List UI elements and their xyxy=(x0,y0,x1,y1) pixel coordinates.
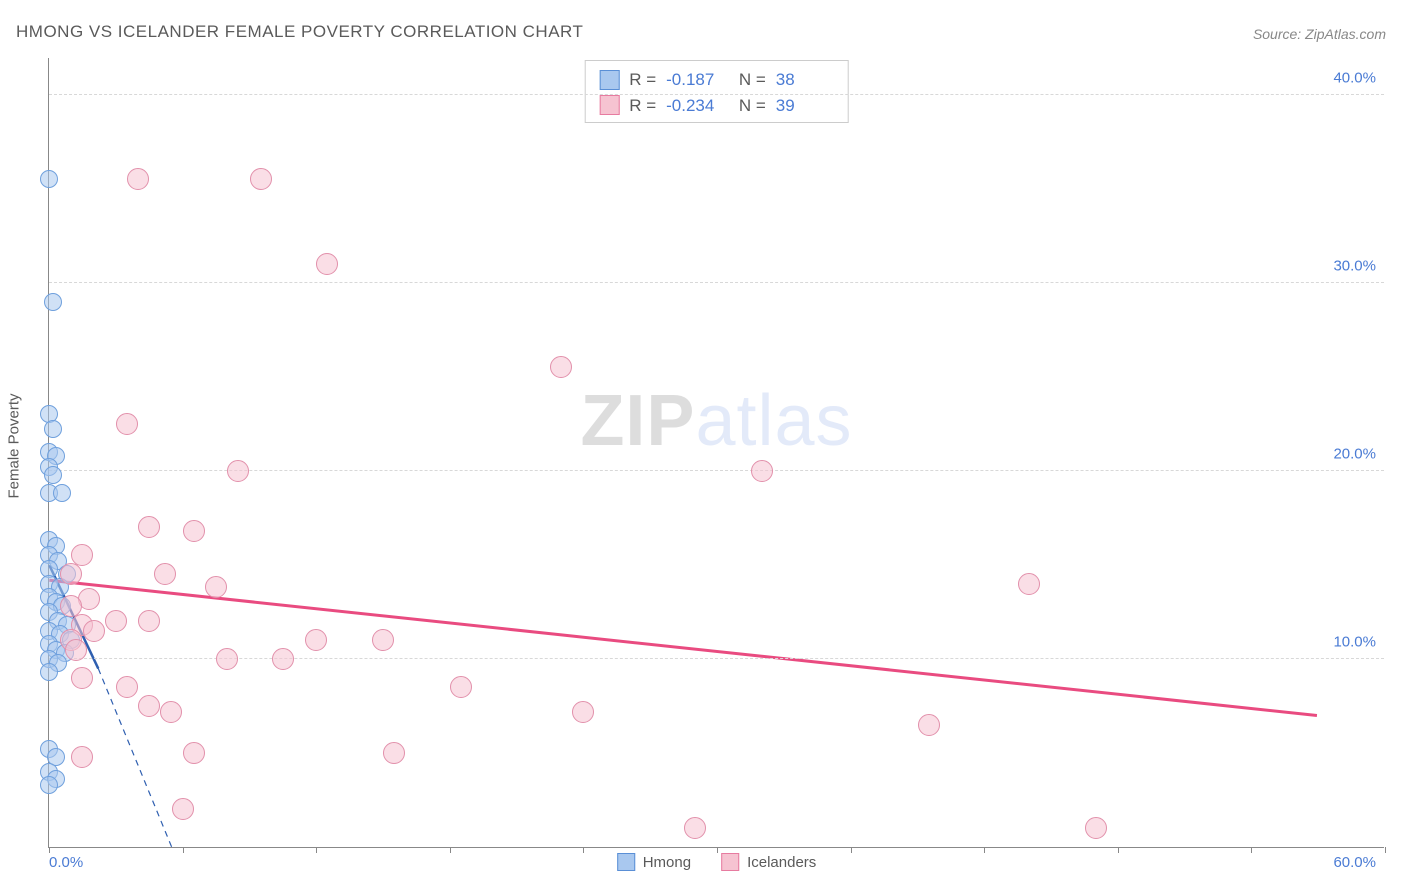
icelanders-point xyxy=(572,701,594,723)
icelanders-point xyxy=(138,695,160,717)
watermark-atlas: atlas xyxy=(695,381,852,461)
x-axis-min-label: 0.0% xyxy=(49,854,83,871)
icelanders-point xyxy=(272,648,294,670)
gridline xyxy=(49,658,1384,659)
icelanders-point xyxy=(684,817,706,839)
stat-n-value: 39 xyxy=(776,93,834,119)
icelanders-point xyxy=(127,168,149,190)
stat-r-label: R = xyxy=(629,93,656,119)
x-tick xyxy=(1385,847,1386,853)
hmong-point xyxy=(40,663,58,681)
icelanders-point xyxy=(138,610,160,632)
icelanders-point xyxy=(383,742,405,764)
legend-label: Hmong xyxy=(643,854,691,871)
icelanders-point xyxy=(1018,573,1040,595)
icelanders-point xyxy=(205,576,227,598)
legend-label: Icelanders xyxy=(747,854,816,871)
gridline xyxy=(49,282,1384,283)
legend-swatch xyxy=(599,95,619,115)
trend-line xyxy=(98,669,171,847)
icelanders-point xyxy=(751,460,773,482)
legend-item: Icelanders xyxy=(721,853,816,871)
icelanders-point xyxy=(305,629,327,651)
stat-r-value: -0.187 xyxy=(666,67,724,93)
icelanders-point xyxy=(172,798,194,820)
stat-n-label: N = xyxy=(734,67,766,93)
y-tick-label: 20.0% xyxy=(1333,445,1376,462)
legend-swatch xyxy=(599,70,619,90)
x-tick xyxy=(1251,847,1252,853)
icelanders-point xyxy=(83,620,105,642)
stats-row: R = -0.187 N = 38 xyxy=(599,67,834,93)
y-tick-label: 40.0% xyxy=(1333,69,1376,86)
stat-r-label: R = xyxy=(629,67,656,93)
icelanders-point xyxy=(227,460,249,482)
y-tick-label: 10.0% xyxy=(1333,633,1376,650)
x-tick xyxy=(1118,847,1119,853)
x-tick xyxy=(316,847,317,853)
watermark-zip: ZIP xyxy=(580,381,695,461)
x-tick xyxy=(851,847,852,853)
hmong-point xyxy=(40,170,58,188)
x-tick xyxy=(717,847,718,853)
icelanders-point xyxy=(550,356,572,378)
y-tick-label: 30.0% xyxy=(1333,257,1376,274)
gridline xyxy=(49,94,1384,95)
stat-n-value: 38 xyxy=(776,67,834,93)
stats-row: R = -0.234 N = 39 xyxy=(599,93,834,119)
hmong-point xyxy=(40,776,58,794)
icelanders-point xyxy=(160,701,182,723)
icelanders-point xyxy=(116,413,138,435)
x-tick xyxy=(450,847,451,853)
stats-legend-box: R = -0.187 N = 38 R = -0.234 N = 39 xyxy=(584,60,849,123)
icelanders-point xyxy=(183,742,205,764)
series-legend: Hmong Icelanders xyxy=(617,853,817,871)
trend-line xyxy=(49,580,1317,715)
icelanders-point xyxy=(918,714,940,736)
stat-n-label: N = xyxy=(734,93,766,119)
icelanders-point xyxy=(250,168,272,190)
stat-r-value: -0.234 xyxy=(666,93,724,119)
icelanders-point xyxy=(105,610,127,632)
icelanders-point xyxy=(1085,817,1107,839)
icelanders-point xyxy=(450,676,472,698)
chart-container: HMONG VS ICELANDER FEMALE POVERTY CORREL… xyxy=(0,0,1406,892)
icelanders-point xyxy=(71,746,93,768)
icelanders-point xyxy=(71,667,93,689)
watermark: ZIPatlas xyxy=(580,380,852,462)
y-axis-title: Female Poverty xyxy=(6,393,23,498)
x-tick xyxy=(583,847,584,853)
icelanders-point xyxy=(372,629,394,651)
x-tick xyxy=(984,847,985,853)
x-axis-max-label: 60.0% xyxy=(1333,854,1376,871)
legend-item: Hmong xyxy=(617,853,691,871)
icelanders-point xyxy=(183,520,205,542)
icelanders-point xyxy=(216,648,238,670)
legend-swatch xyxy=(617,853,635,871)
hmong-point xyxy=(53,484,71,502)
icelanders-point xyxy=(116,676,138,698)
icelanders-point xyxy=(154,563,176,585)
hmong-point xyxy=(44,293,62,311)
hmong-point xyxy=(44,420,62,438)
chart-title: HMONG VS ICELANDER FEMALE POVERTY CORREL… xyxy=(16,22,583,42)
x-tick xyxy=(183,847,184,853)
source-attribution: Source: ZipAtlas.com xyxy=(1253,26,1386,42)
icelanders-point xyxy=(138,516,160,538)
icelanders-point xyxy=(65,639,87,661)
plot-area: ZIPatlas R =-0.187 N =38R =-0.234 N =39 … xyxy=(48,58,1384,848)
x-tick xyxy=(49,847,50,853)
icelanders-point xyxy=(60,563,82,585)
icelanders-point xyxy=(316,253,338,275)
hmong-point xyxy=(44,466,62,484)
legend-swatch xyxy=(721,853,739,871)
